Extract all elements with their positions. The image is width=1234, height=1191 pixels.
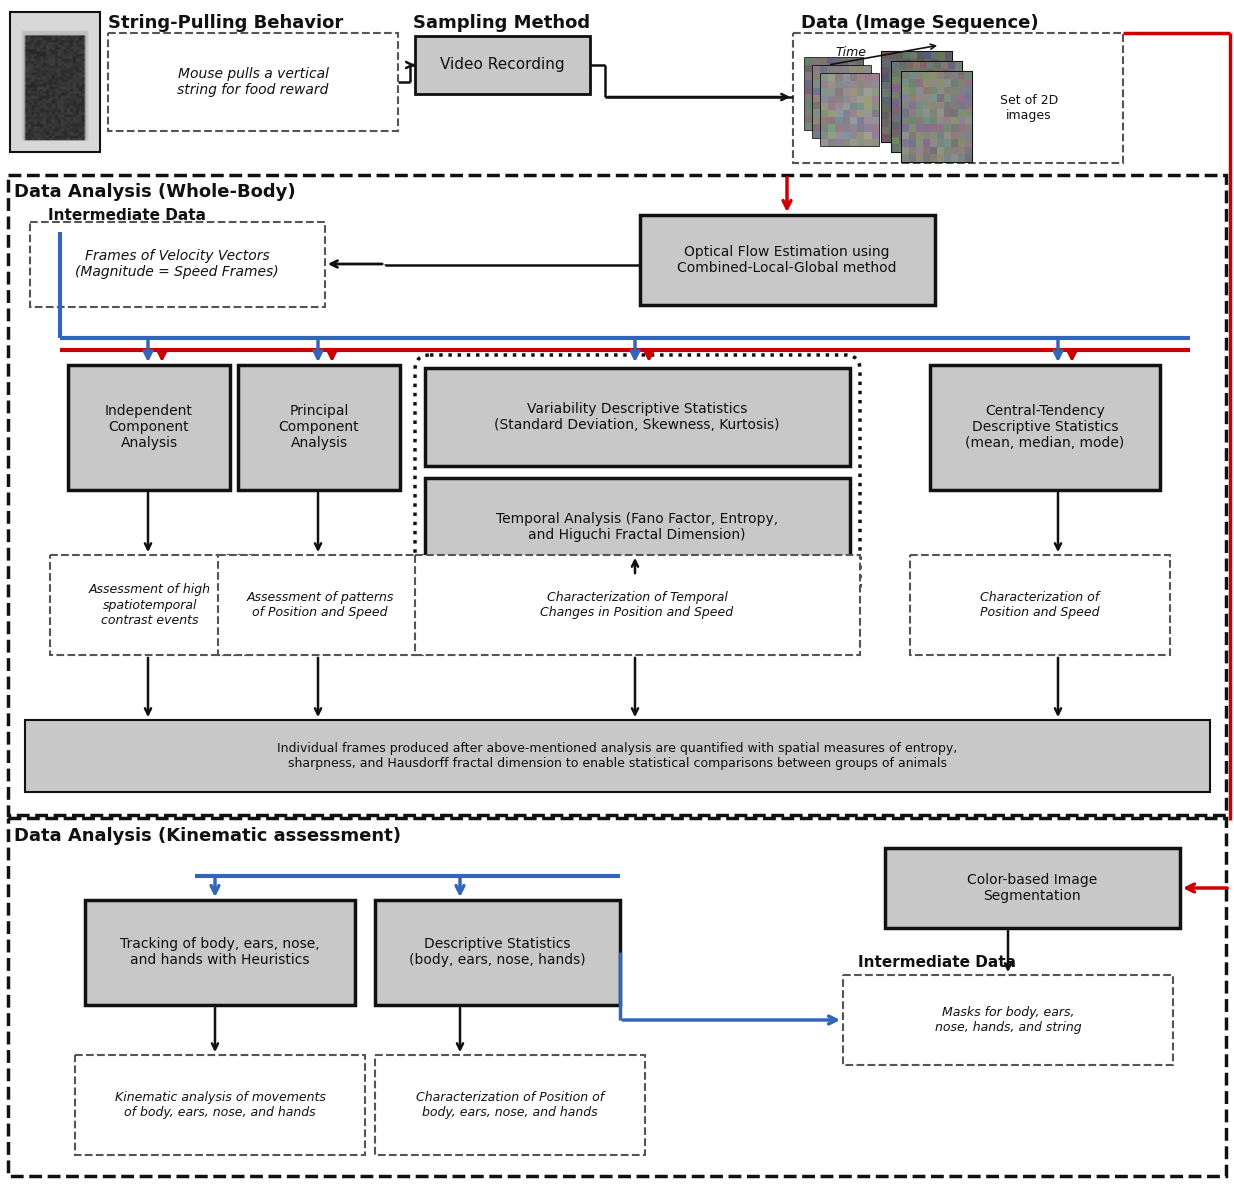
Bar	[885, 848, 1180, 928]
Text: Data (Image Sequence): Data (Image Sequence)	[801, 14, 1039, 32]
Bar	[843, 975, 1174, 1065]
Text: Kinematic analysis of movements
of body, ears, nose, and hands: Kinematic analysis of movements of body,…	[115, 1091, 326, 1120]
Text: Data Analysis (Whole-Body): Data Analysis (Whole-Body)	[14, 183, 296, 201]
Bar	[218, 555, 423, 655]
Text: Video Recording: Video Recording	[439, 57, 564, 73]
Bar	[25, 721, 1211, 792]
Text: Time: Time	[835, 46, 866, 60]
Bar	[892, 62, 963, 152]
Bar	[640, 216, 935, 305]
Bar	[10, 12, 100, 152]
Bar	[7, 818, 1227, 1176]
Text: Central-Tendency
Descriptive Statistics
(mean, median, mode): Central-Tendency Descriptive Statistics …	[965, 404, 1124, 450]
Bar	[68, 364, 230, 490]
Text: Independent
Component
Analysis: Independent Component Analysis	[105, 404, 193, 450]
Bar	[415, 555, 860, 655]
Text: Characterization of Position of
body, ears, nose, and hands: Characterization of Position of body, ea…	[416, 1091, 605, 1120]
Bar	[30, 222, 325, 307]
Bar	[882, 52, 951, 142]
Bar	[85, 900, 355, 1005]
Text: Characterization of Temporal
Changes in Position and Speed: Characterization of Temporal Changes in …	[540, 591, 733, 619]
Text: Tracking of body, ears, nose,
and hands with Heuristics: Tracking of body, ears, nose, and hands …	[120, 937, 320, 967]
Text: String-Pulling Behavior: String-Pulling Behavior	[109, 14, 343, 32]
Bar	[793, 33, 1123, 163]
Bar	[813, 66, 871, 138]
Text: Temporal Analysis (Fano Factor, Entropy,
and Higuchi Fractal Dimension): Temporal Analysis (Fano Factor, Entropy,…	[496, 512, 779, 542]
Text: Set of 2D
images: Set of 2D images	[1000, 94, 1059, 121]
Bar	[821, 74, 879, 146]
Bar	[109, 33, 399, 131]
Bar	[424, 478, 850, 576]
Bar	[415, 36, 590, 94]
Bar	[805, 58, 863, 130]
Text: Frames of Velocity Vectors
(Magnitude = Speed Frames): Frames of Velocity Vectors (Magnitude = …	[75, 249, 279, 279]
Text: Intermediate Data: Intermediate Data	[858, 955, 1016, 969]
Bar	[238, 364, 400, 490]
Bar	[902, 71, 972, 162]
Text: Assessment of high
spatiotemporal
contrast events: Assessment of high spatiotemporal contra…	[89, 584, 211, 626]
Bar	[75, 1055, 365, 1155]
Text: Variability Descriptive Statistics
(Standard Deviation, Skewness, Kurtosis): Variability Descriptive Statistics (Stan…	[495, 401, 780, 432]
Bar	[375, 900, 619, 1005]
Text: Principal
Component
Analysis: Principal Component Analysis	[279, 404, 359, 450]
Bar	[375, 1055, 645, 1155]
Bar	[7, 175, 1227, 815]
Text: Optical Flow Estimation using
Combined-Local-Global method: Optical Flow Estimation using Combined-L…	[677, 245, 897, 275]
Text: Characterization of
Position and Speed: Characterization of Position and Speed	[980, 591, 1099, 619]
Text: Sampling Method: Sampling Method	[413, 14, 591, 32]
Text: Assessment of patterns
of Position and Speed: Assessment of patterns of Position and S…	[247, 591, 394, 619]
Text: Intermediate Data: Intermediate Data	[48, 208, 206, 223]
Text: Mouse pulls a vertical
string for food reward: Mouse pulls a vertical string for food r…	[178, 67, 328, 98]
Text: Masks for body, ears,
nose, hands, and string: Masks for body, ears, nose, hands, and s…	[934, 1006, 1081, 1034]
Bar	[424, 368, 850, 466]
Text: Individual frames produced after above-mentioned analysis are quantified with sp: Individual frames produced after above-m…	[276, 742, 958, 771]
Text: Descriptive Statistics
(body, ears, nose, hands): Descriptive Statistics (body, ears, nose…	[408, 937, 585, 967]
Bar	[909, 555, 1170, 655]
Bar	[930, 364, 1160, 490]
Text: Data Analysis (Kinematic assessment): Data Analysis (Kinematic assessment)	[14, 827, 401, 844]
Text: Color-based Image
Segmentation: Color-based Image Segmentation	[967, 873, 1097, 903]
Bar	[51, 555, 251, 655]
